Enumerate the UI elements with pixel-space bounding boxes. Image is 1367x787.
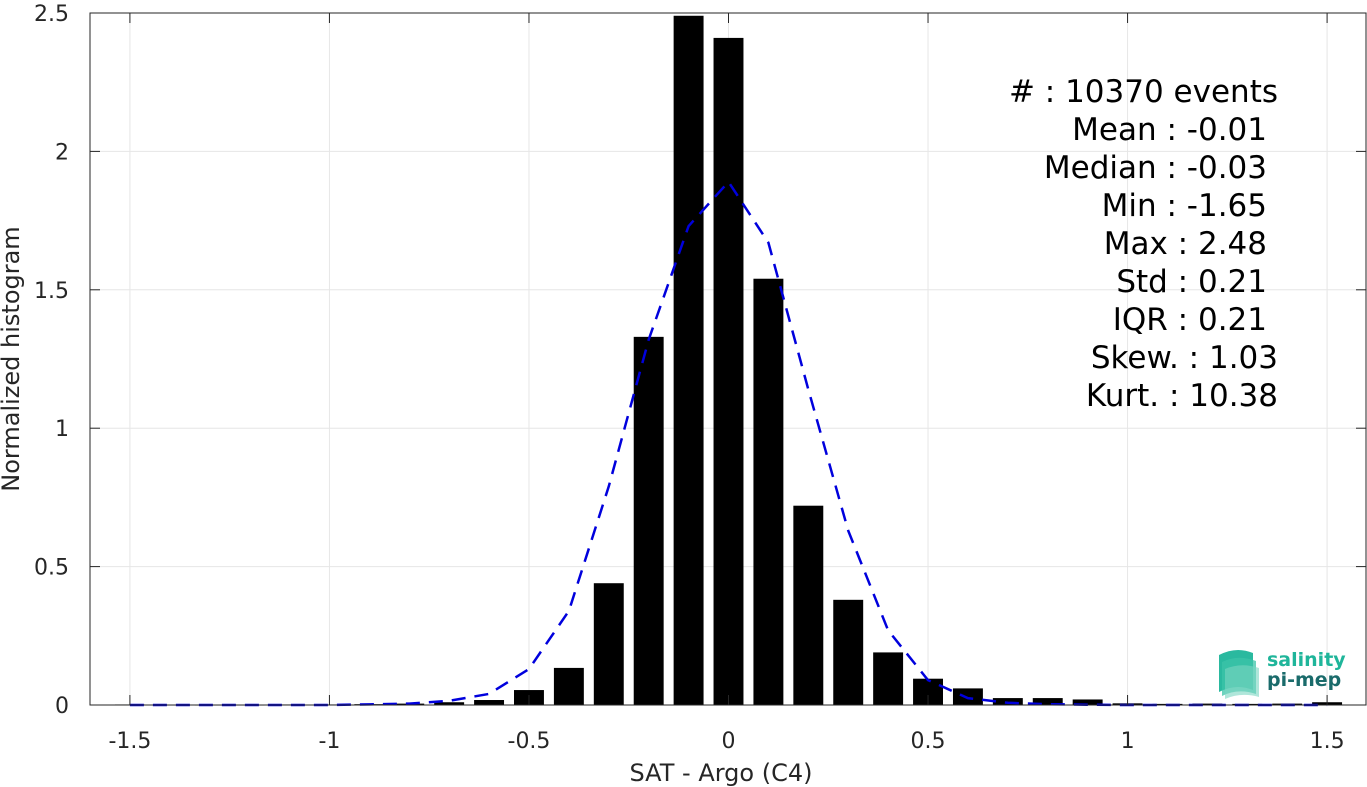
histogram-bar: [952, 688, 983, 705]
histogram-bars: [114, 15, 1343, 706]
logo-text-salinity: salinity: [1267, 649, 1346, 671]
x-tick-label: -1: [318, 729, 340, 754]
y-axis-label: Normalized histogram: [0, 226, 25, 491]
histogram-bar: [833, 599, 864, 705]
y-tick-label: 2: [55, 140, 69, 165]
logo-text-pi-mep: pi-mep: [1267, 669, 1341, 691]
histogram-bar: [633, 336, 664, 705]
histogram-bar: [1072, 699, 1103, 705]
x-tick-label: -0.5: [508, 729, 551, 754]
stat-line: Skew. : 1.03: [1091, 340, 1278, 376]
y-tick-labels: 0 0.5 1 1.5 2 2.5: [34, 2, 69, 719]
y-tick-label: 0: [55, 694, 69, 719]
salinity-pi-mep-logo: salinity pi-mep: [1219, 649, 1346, 699]
histogram-bar: [1032, 698, 1063, 705]
histogram-bar: [992, 698, 1023, 705]
y-tick-label: 1.5: [34, 279, 69, 304]
histogram-bar: [673, 15, 704, 705]
histogram-bar: [753, 278, 784, 705]
histogram-bar: [474, 700, 505, 705]
y-tick-label: 1: [55, 417, 69, 442]
x-axis-label: SAT - Argo (C4): [630, 759, 813, 787]
histogram-bar: [553, 667, 584, 705]
x-tick-label: 0: [722, 729, 736, 754]
x-tick-label: 1: [1121, 729, 1135, 754]
x-tick-label: 1.5: [1310, 729, 1345, 754]
stat-line: Kurt. : 10.38: [1086, 378, 1278, 414]
y-tick-label: 0.5: [34, 556, 69, 581]
histogram-bar: [593, 583, 624, 705]
stat-line: IQR : 0.21: [1113, 302, 1267, 338]
stat-line: Min : -1.65: [1102, 188, 1267, 224]
axis-ticks: [90, 12, 1366, 706]
stat-line: Median : -0.03: [1044, 150, 1267, 186]
histogram-bar: [434, 702, 465, 705]
histogram-bar: [1192, 703, 1223, 705]
stat-line: # : 10370 events: [1009, 74, 1278, 110]
histogram-bar: [713, 37, 744, 706]
histogram-bar: [793, 505, 824, 705]
wave-logo-icon: [1219, 649, 1259, 699]
x-tick-label: -1.5: [108, 729, 151, 754]
x-tick-labels: -1.5 -1 -0.5 0 0.5 1 1.5: [108, 729, 1344, 754]
x-tick-label: 0.5: [911, 729, 946, 754]
y-tick-label: 2.5: [34, 2, 69, 27]
stat-line: Std : 0.21: [1116, 264, 1267, 300]
stat-line: Max : 2.48: [1104, 226, 1267, 262]
histogram-bar: [873, 652, 904, 705]
stat-line: Mean : -0.01: [1072, 112, 1267, 148]
